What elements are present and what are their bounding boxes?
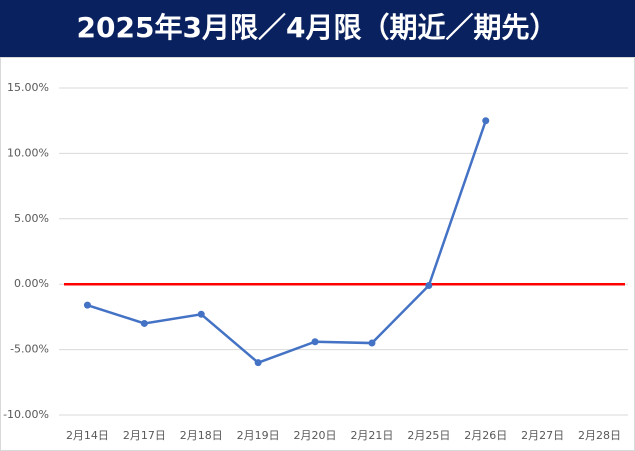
y-tick-label: -10.00% [3, 408, 49, 421]
y-tick-label: 15.00% [7, 81, 49, 94]
y-tick-label: 5.00% [14, 212, 49, 225]
data-point [140, 319, 148, 327]
x-tick-label: 2月28日 [578, 429, 621, 442]
x-tick-label: 2月17日 [123, 429, 166, 442]
x-tick-label: 2月27日 [521, 429, 564, 442]
y-tick-label: -5.00% [10, 343, 49, 356]
y-tick-label: 0.00% [14, 277, 49, 290]
y-tick-label: 10.00% [7, 146, 49, 159]
chart-title: 2025年3月限／4月限（期近／期先） [77, 11, 558, 44]
series-line [87, 120, 487, 365]
chart-border [0, 57, 635, 451]
x-tick-label: 2月20日 [294, 429, 337, 442]
title-band [0, 0, 635, 57]
data-point [254, 359, 262, 367]
data-point [311, 338, 319, 346]
x-tick-label: 2月26日 [464, 429, 507, 442]
x-tick-label: 2月21日 [350, 429, 393, 442]
data-point [368, 339, 376, 347]
x-tick-label: 2月14日 [66, 429, 109, 442]
data-point [197, 310, 205, 318]
data-point [83, 301, 91, 309]
x-tick-label: 2月19日 [237, 429, 280, 442]
x-tick-label: 2月25日 [407, 429, 450, 442]
data-point [482, 117, 490, 125]
x-tick-label: 2月18日 [180, 429, 223, 442]
data-point [425, 282, 433, 290]
